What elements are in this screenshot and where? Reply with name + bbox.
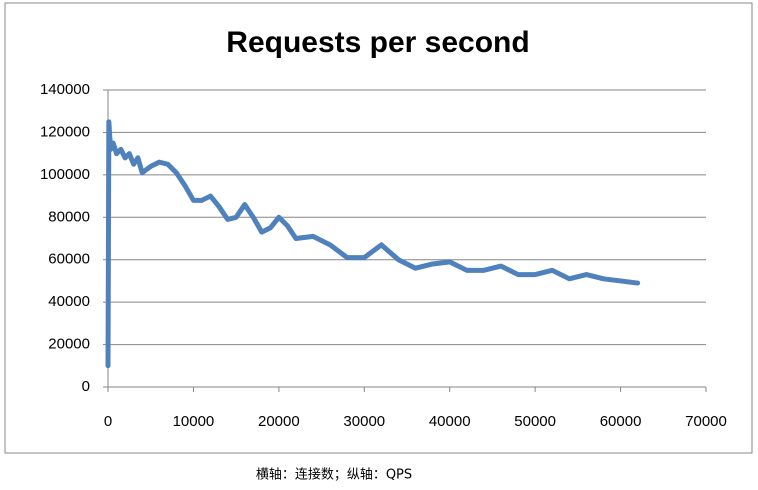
x-tick-label: 10000 bbox=[173, 413, 215, 430]
y-tick-label: 0 bbox=[82, 378, 90, 395]
caption: 横轴：连接数；纵轴：QPS bbox=[256, 467, 412, 483]
y-tick-label: 20000 bbox=[48, 336, 90, 353]
x-tick-label: 30000 bbox=[343, 413, 385, 430]
x-tick-label: 50000 bbox=[514, 413, 556, 430]
chart-frame bbox=[4, 2, 753, 454]
y-tick-label: 100000 bbox=[40, 166, 90, 183]
x-tick-label: 0 bbox=[104, 413, 112, 430]
y-tick-label: 120000 bbox=[40, 123, 90, 140]
x-tick-label: 20000 bbox=[258, 413, 300, 430]
y-tick-label: 40000 bbox=[48, 293, 90, 310]
x-tick-label: 40000 bbox=[429, 413, 471, 430]
y-tick-label: 140000 bbox=[40, 81, 90, 98]
chart-title: Requests per second bbox=[226, 26, 529, 59]
x-tick-label: 70000 bbox=[685, 413, 727, 430]
x-tick-label: 60000 bbox=[600, 413, 642, 430]
y-tick-label: 80000 bbox=[48, 208, 90, 225]
y-tick-label: 60000 bbox=[48, 251, 90, 268]
data-line bbox=[105, 119, 641, 369]
